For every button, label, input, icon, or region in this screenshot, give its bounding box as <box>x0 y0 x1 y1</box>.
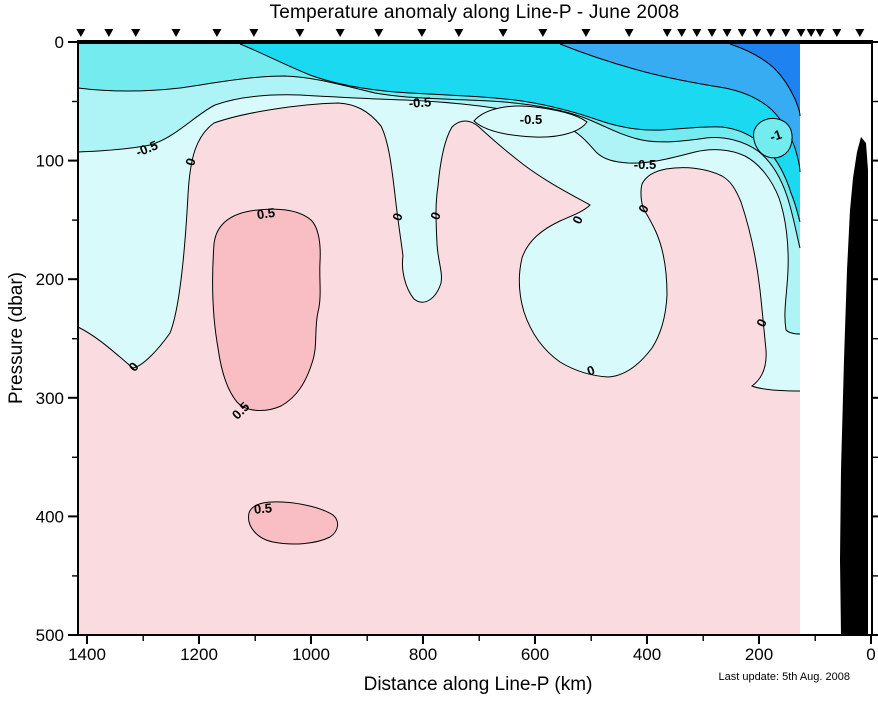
y-tick-label: 200 <box>36 270 64 289</box>
station-marker <box>766 29 776 37</box>
station-marker <box>737 29 747 37</box>
station-marker <box>806 29 816 37</box>
station-marker <box>454 29 464 37</box>
station-marker <box>581 29 591 37</box>
station-marker <box>855 29 865 37</box>
warm-blob-0.5 <box>212 208 321 411</box>
station-marker <box>624 29 634 37</box>
bathymetry <box>840 137 868 635</box>
x-tick-label: 800 <box>409 645 437 664</box>
station-marker <box>335 29 345 37</box>
contour-label: 0 <box>585 362 597 379</box>
station-marker <box>815 29 825 37</box>
station-marker <box>707 29 717 37</box>
x-tick-label: 200 <box>745 645 773 664</box>
contour-label: -0.5 <box>520 112 542 127</box>
station-marker <box>677 29 687 37</box>
station-marker <box>662 29 672 37</box>
y-tick-label: 500 <box>36 626 64 645</box>
contour-label: 0.5 <box>253 500 272 517</box>
station-marker <box>781 29 791 37</box>
contour-label: 0 <box>427 210 444 222</box>
x-axis-label: Distance along Line-P (km) <box>363 674 593 695</box>
contour-label: -0.5 <box>408 94 431 111</box>
station-marker <box>104 29 114 37</box>
axis-ticks <box>68 41 878 644</box>
station-marker <box>212 29 222 37</box>
bathymetry-profile <box>840 137 868 635</box>
station-marker <box>538 29 548 37</box>
x-tick-label: 1200 <box>180 645 218 664</box>
y-axis-label: Pressure (dbar) <box>6 272 27 404</box>
closed-contour--0.5 <box>473 105 588 138</box>
x-tick-label: 600 <box>521 645 549 664</box>
contour-lines <box>77 43 801 545</box>
band--2.5 <box>730 42 800 116</box>
station-markers <box>76 29 865 37</box>
contour-label: 0 <box>389 211 406 223</box>
x-tick-label: 1000 <box>292 645 330 664</box>
last-update-annotation: Last update: 5th Aug. 2008 <box>718 671 850 683</box>
station-marker <box>752 29 762 37</box>
chart-title: Temperature anomaly along Line-P - June … <box>269 2 680 23</box>
y-tick-label: 400 <box>36 507 64 526</box>
x-tick-label: 1400 <box>68 645 106 664</box>
contour-label: -0.5 <box>634 157 656 172</box>
station-marker <box>498 29 508 37</box>
station-marker <box>295 29 305 37</box>
station-marker <box>692 29 702 37</box>
contour-label: -1 <box>768 127 784 145</box>
tick-labels: 1400 1200 1000 800 600 400 200 0 0 100 200 300 400 50… <box>36 33 876 664</box>
y-tick-label: 0 <box>55 33 64 52</box>
contour-label: 0.5 <box>256 205 276 222</box>
station-marker <box>76 29 86 37</box>
contour-label: 0 <box>182 156 198 167</box>
band--2 <box>560 42 800 172</box>
warm-blob-0.5 <box>248 501 338 545</box>
x-tick-label: 0 <box>866 645 875 664</box>
x-tick-label: 400 <box>633 645 661 664</box>
station-marker <box>796 29 806 37</box>
closed-contour--1 <box>753 117 793 159</box>
contour-bands <box>78 42 800 635</box>
band--1.5 <box>240 42 800 222</box>
axes <box>77 40 873 636</box>
station-marker <box>249 29 259 37</box>
station-marker <box>417 29 427 37</box>
y-tick-label: 300 <box>36 389 64 408</box>
station-marker <box>722 29 732 37</box>
station-marker <box>374 29 384 37</box>
station-marker <box>832 29 842 37</box>
station-marker <box>131 29 141 37</box>
y-tick-label: 100 <box>36 152 64 171</box>
station-marker <box>171 29 181 37</box>
